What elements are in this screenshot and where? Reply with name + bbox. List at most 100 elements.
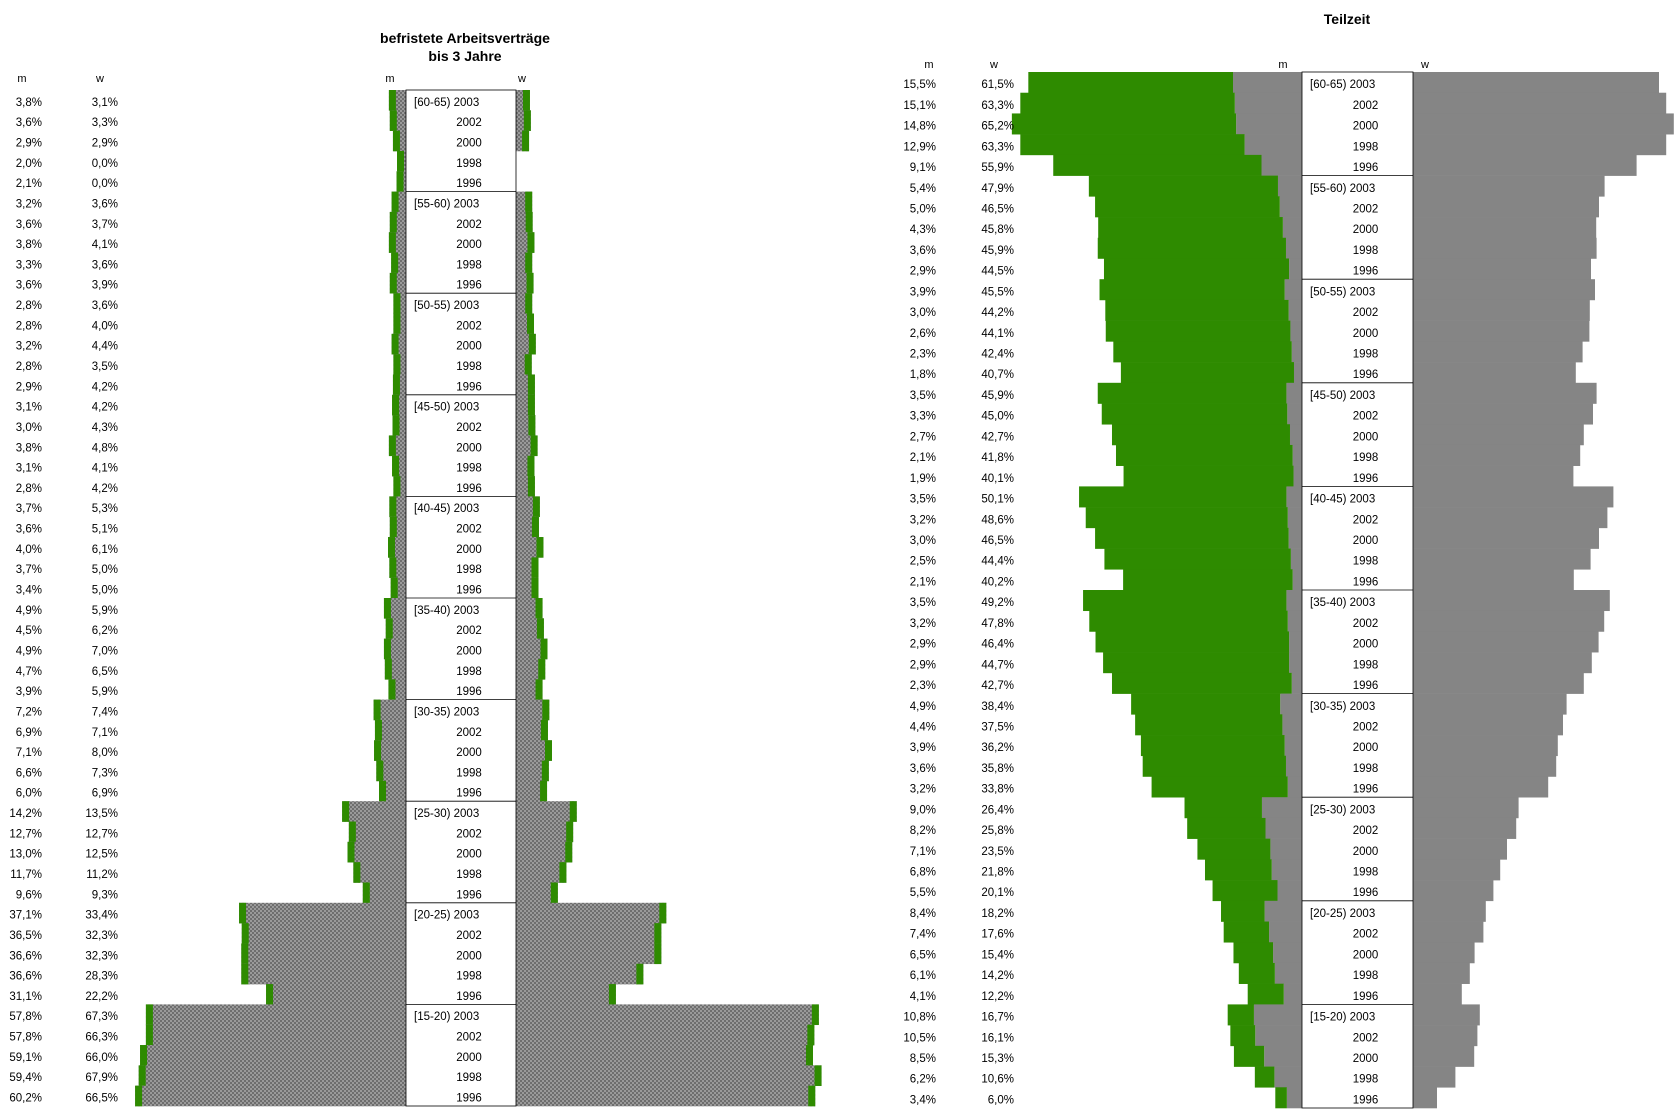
chart1-year-label: 2000 xyxy=(456,950,482,962)
chart2-year-label: 1998 xyxy=(1353,659,1379,671)
chart2-year-label: 2000 xyxy=(1353,846,1379,858)
chart1-bar-w-accent xyxy=(569,801,577,822)
chart2-bar-m-w-compare xyxy=(1105,299,1289,321)
chart1-year-label: 1996 xyxy=(456,280,482,292)
chart2-value-m: 3,2% xyxy=(910,784,936,796)
chart1-age-year-label: [50-55) 2003 xyxy=(414,300,479,312)
chart2-bar-w xyxy=(1413,382,1597,404)
chart2-year-label: 2000 xyxy=(1353,224,1379,236)
chart1-bar-m xyxy=(135,1085,406,1107)
chart2-bar-m-w-compare xyxy=(1120,362,1294,384)
chart1-value-w: 6,9% xyxy=(92,788,118,800)
chart1-bar-m-accent xyxy=(392,374,400,396)
chart2-value-w: 46,5% xyxy=(981,203,1014,215)
chart2-year-label: 1998 xyxy=(1353,141,1379,153)
chart1-year-label: 1998 xyxy=(456,463,482,475)
chart2-col-w-label: w xyxy=(989,59,998,71)
chart1-bar-m-accent xyxy=(373,699,381,721)
chart1-value-w: 4,8% xyxy=(92,442,118,454)
chart1-value-w: 7,0% xyxy=(92,645,118,657)
chart2-year-label: 2000 xyxy=(1353,121,1379,133)
chart1-bar-m-accent xyxy=(379,780,386,802)
chart1-bar-w-accent xyxy=(526,272,534,294)
chart1-value-w: 13,5% xyxy=(85,808,118,820)
chart1-value-w: 32,3% xyxy=(85,930,118,942)
chart2-bar-m-w-compare xyxy=(1230,1025,1256,1047)
chart1-bar-m xyxy=(347,841,406,863)
chart1-value-m: 13,0% xyxy=(9,849,42,861)
chart2-value-m: 10,8% xyxy=(903,1012,936,1024)
chart2-value-m: 2,1% xyxy=(910,576,936,588)
chart2-value-w: 38,4% xyxy=(981,701,1014,713)
chart1-value-m: 2,8% xyxy=(16,320,42,332)
chart1-bar-w-accent xyxy=(527,394,535,416)
chart2-value-w: 25,8% xyxy=(981,825,1014,837)
chart2-year-label: 1996 xyxy=(1353,473,1379,485)
chart1-bar-m-accent xyxy=(392,415,400,436)
chart1-value-m: 3,2% xyxy=(16,341,42,353)
chart1-bar-m-accent xyxy=(342,801,350,822)
chart2-bar-w xyxy=(1413,279,1595,301)
chart2-age-year-label: [20-25) 2003 xyxy=(1310,908,1375,920)
chart1-bar-w-accent xyxy=(527,476,535,497)
chart2-bar-m xyxy=(1270,838,1302,860)
chart2-bar-w xyxy=(1413,900,1486,922)
chart2-bar-m xyxy=(1234,92,1302,114)
chart2-value-m: 2,5% xyxy=(910,556,936,568)
chart1-value-w: 4,3% xyxy=(92,422,118,434)
chart2-bar-m xyxy=(1279,196,1302,218)
chart1-bar-m-accent xyxy=(383,638,391,660)
chart1-value-m: 37,1% xyxy=(9,910,42,922)
chart1-year-label: 1998 xyxy=(456,1072,482,1084)
chart2-value-m: 9,1% xyxy=(910,162,936,174)
chart2-bar-w xyxy=(1413,403,1593,425)
chart1-value-m: 3,6% xyxy=(16,280,42,292)
chart2-age-year-label: [15-20) 2003 xyxy=(1310,1012,1375,1024)
chart2-year-label: 1998 xyxy=(1353,452,1379,464)
chart1-value-w: 8,0% xyxy=(92,747,118,759)
chart2-bar-m xyxy=(1282,217,1302,239)
chart2-year-label: 2000 xyxy=(1353,949,1379,961)
chart1-bar-m xyxy=(138,1065,406,1086)
chart2-value-m: 3,5% xyxy=(910,494,936,506)
chart2-bar-m-w-compare xyxy=(1142,755,1286,777)
chart2-year-label: 2002 xyxy=(1353,203,1379,215)
chart2-bar-w xyxy=(1413,1025,1478,1047)
chart1-bar-w-accent xyxy=(538,658,546,680)
chart2-bar-w xyxy=(1413,714,1563,736)
chart2-bar-m-w-compare xyxy=(1098,217,1283,239)
chart1-bar-m-accent xyxy=(376,760,384,782)
chart1-bar-m-accent xyxy=(241,943,249,965)
chart2-value-w: 47,9% xyxy=(981,183,1014,195)
chart2-value-w: 50,1% xyxy=(981,494,1014,506)
chart1-bar-m-accent xyxy=(384,658,392,680)
chart2-bar-m xyxy=(1289,258,1302,280)
chart2-title: Teilzeit xyxy=(1324,11,1371,27)
chart2-value-w: 15,3% xyxy=(981,1053,1014,1065)
chart1-age-year-label: [15-20) 2003 xyxy=(414,1011,479,1023)
chart2-bar-m-w-compare xyxy=(1111,424,1290,446)
chart1-value-m: 2,1% xyxy=(16,178,42,190)
chart1-bar-w-accent xyxy=(525,211,533,233)
chart2-bar-w xyxy=(1413,507,1608,529)
chart1-bar-m-accent xyxy=(389,211,397,233)
chart1-year-label: 2002 xyxy=(456,320,482,332)
chart1-year-label: 1998 xyxy=(456,564,482,576)
chart2-bar-w xyxy=(1413,465,1574,487)
chart2-bar-m xyxy=(1285,755,1302,777)
chart1-value-w: 12,5% xyxy=(85,849,118,861)
chart1-value-w: 0,0% xyxy=(92,178,118,190)
chart1-age-year-label: [20-25) 2003 xyxy=(414,910,479,922)
chart1-bar-m xyxy=(374,719,406,741)
chart1-bar-w-accent xyxy=(811,1004,819,1026)
chart2-bar-w xyxy=(1413,527,1599,549)
chart1-value-m: 4,0% xyxy=(16,544,42,556)
chart1-value-w: 4,0% xyxy=(92,320,118,332)
chart1-value-w: 66,3% xyxy=(85,1032,118,1044)
chart2-value-m: 8,2% xyxy=(910,825,936,837)
chart2-value-w: 44,7% xyxy=(981,659,1014,671)
chart2-bar-w xyxy=(1413,196,1599,218)
chart1-bar-m-accent xyxy=(140,1045,148,1066)
chart2-year-label: 1998 xyxy=(1353,970,1379,982)
chart1-bar-w-accent xyxy=(528,333,536,355)
